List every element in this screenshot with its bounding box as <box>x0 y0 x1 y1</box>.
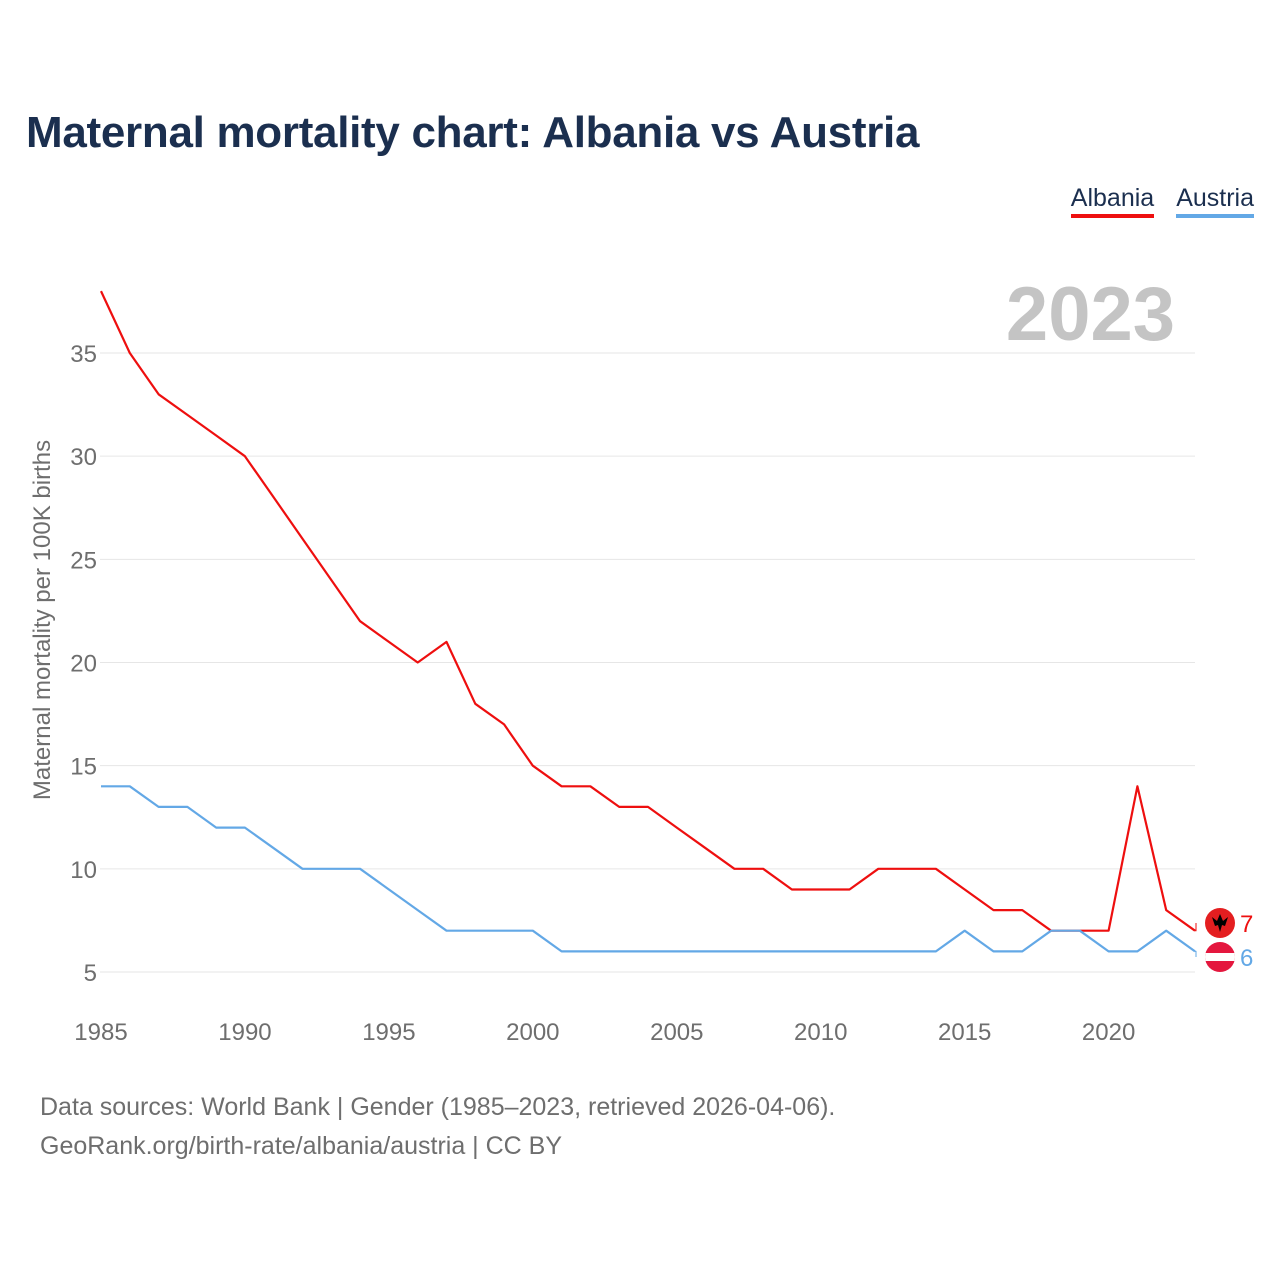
series-line-albania[interactable] <box>100 290 1196 932</box>
y-tick-label: 5 <box>84 960 97 987</box>
y-axis-label: Maternal mortality per 100K births <box>29 440 56 800</box>
end-connector <box>1195 950 1197 957</box>
end-value-label: 7 <box>1240 911 1253 938</box>
grid-lines <box>100 352 1195 973</box>
y-tick-label: 30 <box>70 444 97 471</box>
y-tick-label: 25 <box>70 547 97 574</box>
y-tick-label: 35 <box>70 341 97 368</box>
austria-flag-icon <box>1205 942 1235 972</box>
year-watermark: 2023 <box>1006 272 1175 357</box>
x-tick-label: 2020 <box>1082 1019 1135 1046</box>
y-tick-label: 20 <box>70 651 97 678</box>
x-tick-label: 1985 <box>74 1019 127 1046</box>
source-line-2[interactable]: GeoRank.org/birth-rate/albania/austria |… <box>40 1132 563 1160</box>
x-tick-label: 2010 <box>794 1019 847 1046</box>
y-tick-label: 10 <box>70 857 97 884</box>
x-axis-ticks: 1985 1990 1995 2000 2005 2010 2015 2020 <box>74 1019 1135 1046</box>
x-tick-label: 2000 <box>506 1019 559 1046</box>
source-line-1: Data sources: World Bank | Gender (1985–… <box>40 1093 836 1121</box>
y-tick-label: 15 <box>70 754 97 781</box>
series-line-austria[interactable] <box>101 785 1196 953</box>
x-tick-label: 2005 <box>650 1019 703 1046</box>
legend-item-austria[interactable]: Austria <box>1176 184 1254 218</box>
chart-title: Maternal mortality chart: Albania vs Aus… <box>26 108 920 157</box>
end-value-label: 6 <box>1240 945 1253 972</box>
series-lines <box>100 290 1196 953</box>
x-tick-label: 1995 <box>362 1019 415 1046</box>
end-connector <box>1195 923 1197 932</box>
eagle-icon <box>1212 914 1228 932</box>
y-axis-ticks: 5 10 15 20 25 30 35 <box>70 341 97 987</box>
x-tick-label: 2015 <box>938 1019 991 1046</box>
legend: Albania Austria <box>1070 184 1254 218</box>
x-tick-label: 1990 <box>218 1019 271 1046</box>
legend-item-albania[interactable]: Albania <box>1070 184 1155 218</box>
end-markers: 76 <box>1195 908 1253 972</box>
line-chart: 5 10 15 20 25 30 35 1985 1990 1995 2000 2005 2010 20… <box>29 272 1253 1046</box>
source-note: Data sources: World Bank | Gender (1985–… <box>40 1088 835 1166</box>
